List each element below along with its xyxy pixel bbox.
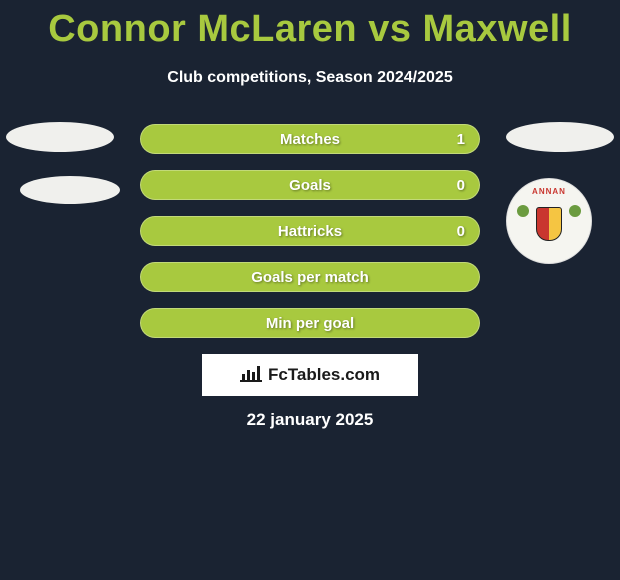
shield-icon: [536, 207, 562, 241]
chart-icon: [240, 364, 262, 387]
club-badge: ANNAN: [506, 178, 592, 264]
stat-bar-goals-per-match: Goals per match: [140, 262, 480, 292]
stat-bar-hattricks: Hattricks 0: [140, 216, 480, 246]
stat-label: Hattricks: [278, 223, 342, 240]
thistle-icon: [569, 205, 581, 217]
page-title: Connor McLaren vs Maxwell: [0, 0, 620, 51]
club-name: ANNAN: [532, 187, 566, 196]
stat-label: Matches: [280, 131, 340, 148]
stats-container: Matches 1 Goals 0 Hattricks 0 Goals per …: [140, 124, 480, 354]
player-badge-left-2: [20, 176, 120, 204]
date-text: 22 january 2025: [0, 410, 620, 430]
stat-value: 1: [457, 131, 465, 148]
fctables-logo: FcTables.com: [202, 354, 418, 396]
player-badge-right-1: [506, 122, 614, 152]
stat-bar-goals: Goals 0: [140, 170, 480, 200]
logo-text: FcTables.com: [268, 365, 380, 385]
subtitle: Club competitions, Season 2024/2025: [0, 69, 620, 87]
stat-label: Goals: [289, 177, 331, 194]
thistle-icon: [517, 205, 529, 217]
stat-bar-matches: Matches 1: [140, 124, 480, 154]
stat-bar-min-per-goal: Min per goal: [140, 308, 480, 338]
stat-label: Goals per match: [251, 269, 369, 286]
stat-label: Min per goal: [266, 315, 354, 332]
stat-value: 0: [457, 177, 465, 194]
stat-value: 0: [457, 223, 465, 240]
club-badge-inner: ANNAN: [511, 183, 587, 259]
player-badge-left-1: [6, 122, 114, 152]
